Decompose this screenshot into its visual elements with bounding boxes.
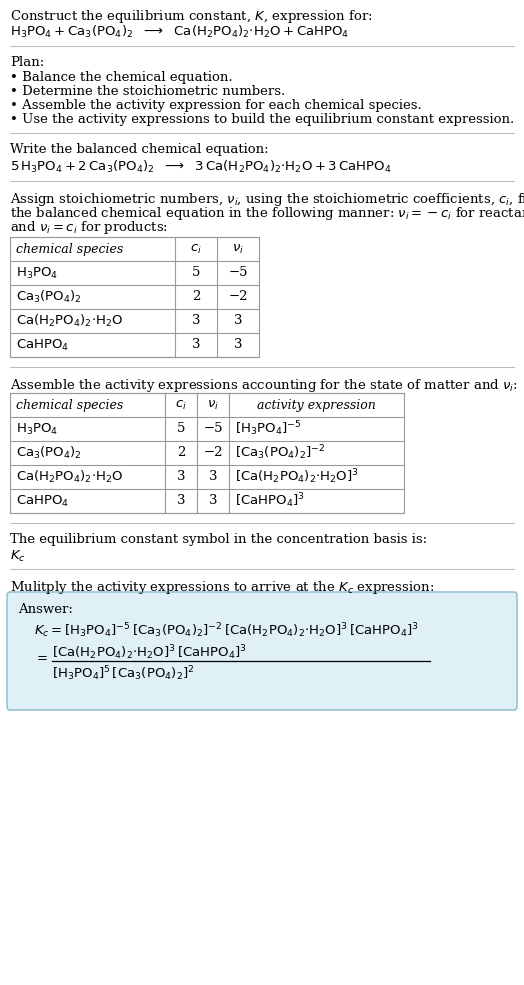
Text: $\mathrm{Ca_3(PO_4)_2}$: $\mathrm{Ca_3(PO_4)_2}$ (16, 445, 82, 461)
Text: 5: 5 (192, 267, 200, 280)
Text: 3: 3 (209, 494, 217, 507)
Text: $[\mathrm{H_3PO_4}]^5\,[\mathrm{Ca_3(PO_4)_2}]^2$: $[\mathrm{H_3PO_4}]^5\,[\mathrm{Ca_3(PO_… (52, 664, 194, 683)
Text: 3: 3 (192, 339, 200, 352)
Text: $[\mathrm{Ca(H_2PO_4)_2{\cdot}H_2O}]^3\,[\mathrm{CaHPO_4}]^3$: $[\mathrm{Ca(H_2PO_4)_2{\cdot}H_2O}]^3\,… (52, 643, 247, 662)
Text: chemical species: chemical species (16, 242, 123, 255)
Text: Construct the equilibrium constant, $K$, expression for:: Construct the equilibrium constant, $K$,… (10, 8, 373, 25)
Text: 2: 2 (177, 446, 185, 459)
Text: $\mathrm{CaHPO_4}$: $\mathrm{CaHPO_4}$ (16, 493, 69, 508)
Text: $\mathrm{[Ca_3(PO_4)_2]^{-2}}$: $\mathrm{[Ca_3(PO_4)_2]^{-2}}$ (235, 443, 325, 462)
Text: 3: 3 (177, 471, 185, 484)
Text: Assign stoichiometric numbers, $\nu_i$, using the stoichiometric coefficients, $: Assign stoichiometric numbers, $\nu_i$, … (10, 191, 524, 208)
Text: $c_i$: $c_i$ (190, 242, 202, 255)
Text: and $\nu_i = c_i$ for products:: and $\nu_i = c_i$ for products: (10, 219, 168, 236)
Bar (10, 237, 259, 357)
Text: • Determine the stoichiometric numbers.: • Determine the stoichiometric numbers. (10, 85, 285, 98)
Text: activity expression: activity expression (257, 399, 376, 412)
Text: Plan:: Plan: (10, 56, 44, 69)
Text: 2: 2 (192, 291, 200, 303)
Text: 3: 3 (234, 314, 242, 327)
Text: −5: −5 (203, 423, 223, 435)
FancyBboxPatch shape (7, 592, 517, 710)
Text: 5: 5 (177, 423, 185, 435)
Text: $\mathrm{H_3PO_4}$: $\mathrm{H_3PO_4}$ (16, 265, 58, 281)
Text: $\mathrm{Ca(H_2PO_4)_2{\cdot}H_2O}$: $\mathrm{Ca(H_2PO_4)_2{\cdot}H_2O}$ (16, 313, 124, 329)
Text: $K_c$: $K_c$ (10, 549, 26, 564)
Text: $\nu_i$: $\nu_i$ (232, 242, 244, 255)
Text: Assemble the activity expressions accounting for the state of matter and $\nu_i$: Assemble the activity expressions accoun… (10, 377, 518, 394)
Text: $\mathrm{Ca(H_2PO_4)_2{\cdot}H_2O}$: $\mathrm{Ca(H_2PO_4)_2{\cdot}H_2O}$ (16, 469, 124, 485)
Text: $\mathrm{CaHPO_4}$: $\mathrm{CaHPO_4}$ (16, 338, 69, 353)
Text: 3: 3 (177, 494, 185, 507)
Text: $=$: $=$ (34, 650, 48, 664)
Text: $c_i$: $c_i$ (175, 399, 187, 412)
Text: the balanced chemical equation in the following manner: $\nu_i = -c_i$ for react: the balanced chemical equation in the fo… (10, 205, 524, 222)
Text: −5: −5 (228, 267, 248, 280)
Text: Mulitply the activity expressions to arrive at the $K_c$ expression:: Mulitply the activity expressions to arr… (10, 579, 434, 596)
Text: chemical species: chemical species (16, 399, 123, 412)
Text: $\mathrm{[Ca(H_2PO_4)_2{\cdot}H_2O]^3}$: $\mathrm{[Ca(H_2PO_4)_2{\cdot}H_2O]^3}$ (235, 468, 359, 487)
Text: 3: 3 (192, 314, 200, 327)
Text: 3: 3 (209, 471, 217, 484)
Text: 3: 3 (234, 339, 242, 352)
Text: • Assemble the activity expression for each chemical species.: • Assemble the activity expression for e… (10, 99, 422, 112)
Text: $K_c = [\mathrm{H_3PO_4}]^{-5}\,[\mathrm{Ca_3(PO_4)_2}]^{-2}\,[\mathrm{Ca(H_2PO_: $K_c = [\mathrm{H_3PO_4}]^{-5}\,[\mathrm… (34, 621, 419, 639)
Text: Answer:: Answer: (18, 603, 73, 616)
Bar (10, 393, 404, 513)
Text: −2: −2 (203, 446, 223, 459)
Text: $\mathrm{5\,H_3PO_4 + 2\,Ca_3(PO_4)_2}$  $\longrightarrow$  $\mathrm{3\,Ca(H_2PO: $\mathrm{5\,H_3PO_4 + 2\,Ca_3(PO_4)_2}$ … (10, 159, 391, 175)
Text: $\mathrm{H_3PO_4 + Ca_3(PO_4)_2}$  $\longrightarrow$  $\mathrm{Ca(H_2PO_4)_2{\cd: $\mathrm{H_3PO_4 + Ca_3(PO_4)_2}$ $\long… (10, 24, 350, 40)
Text: −2: −2 (228, 291, 248, 303)
Text: $\nu_i$: $\nu_i$ (207, 399, 219, 412)
Text: $\mathrm{H_3PO_4}$: $\mathrm{H_3PO_4}$ (16, 422, 58, 436)
Text: Write the balanced chemical equation:: Write the balanced chemical equation: (10, 143, 269, 156)
Text: • Balance the chemical equation.: • Balance the chemical equation. (10, 71, 233, 84)
Text: • Use the activity expressions to build the equilibrium constant expression.: • Use the activity expressions to build … (10, 113, 514, 126)
Text: The equilibrium constant symbol in the concentration basis is:: The equilibrium constant symbol in the c… (10, 533, 427, 546)
Text: $\mathrm{Ca_3(PO_4)_2}$: $\mathrm{Ca_3(PO_4)_2}$ (16, 289, 82, 305)
Text: $\mathrm{[H_3PO_4]^{-5}}$: $\mathrm{[H_3PO_4]^{-5}}$ (235, 420, 301, 438)
Text: $\mathrm{[CaHPO_4]^3}$: $\mathrm{[CaHPO_4]^3}$ (235, 492, 305, 510)
